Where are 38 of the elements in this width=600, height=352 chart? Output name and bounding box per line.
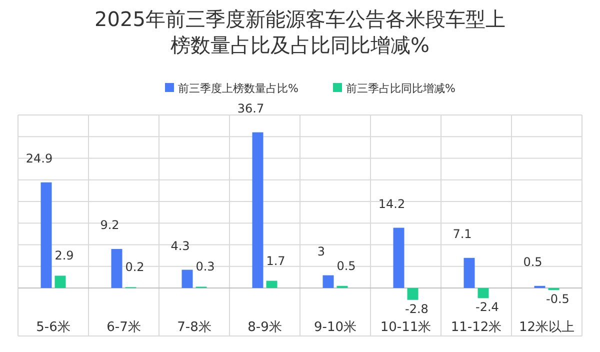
data-label: 24.9 xyxy=(26,151,53,166)
data-label: 3 xyxy=(317,244,326,258)
bar xyxy=(266,280,278,288)
x-tick-label: 5-6米 xyxy=(36,320,70,335)
data-label: 0.5 xyxy=(336,258,356,273)
data-label: 4.3 xyxy=(170,238,190,253)
x-tick-label: 7-8米 xyxy=(177,320,212,335)
bar xyxy=(40,182,52,288)
x-tick-label: 6-7米 xyxy=(106,320,141,335)
data-label: 0.5 xyxy=(523,254,542,269)
data-label: 1.7 xyxy=(266,254,286,268)
bar xyxy=(54,276,66,288)
bar xyxy=(322,275,334,288)
data-label: -0.5 xyxy=(546,292,570,306)
data-label: 36.7 xyxy=(237,101,264,116)
chart-title: 2025年前三季度新能源客车公告各米段车型上榜数量占比及占比同比增减% xyxy=(94,7,506,57)
data-label: 0.3 xyxy=(196,260,215,274)
bar xyxy=(111,248,122,288)
data-label: 9.2 xyxy=(100,218,120,232)
x-tick-label: 11-12米 xyxy=(450,320,502,335)
bar xyxy=(182,270,193,288)
data-label: 14.2 xyxy=(378,196,406,211)
bar xyxy=(252,132,264,288)
bar xyxy=(464,258,475,288)
x-tick-label: 8-9米 xyxy=(248,320,282,335)
data-label: -2.8 xyxy=(405,302,428,316)
legend-label: 前三季占比同比增减% xyxy=(346,82,456,95)
x-tick-label: 12米以上 xyxy=(518,320,575,335)
data-label: -2.4 xyxy=(476,300,499,314)
data-label: 0.2 xyxy=(125,260,144,274)
x-tick-label: 10-11米 xyxy=(380,320,432,335)
bar xyxy=(407,288,418,300)
bar xyxy=(478,288,489,298)
legend-label: 前三季度上榜数量占比% xyxy=(178,82,298,95)
data-label: 7.1 xyxy=(452,226,472,241)
data-label: 2.9 xyxy=(54,248,74,263)
bar xyxy=(393,228,404,288)
x-tick-label: 9-10米 xyxy=(314,320,357,335)
